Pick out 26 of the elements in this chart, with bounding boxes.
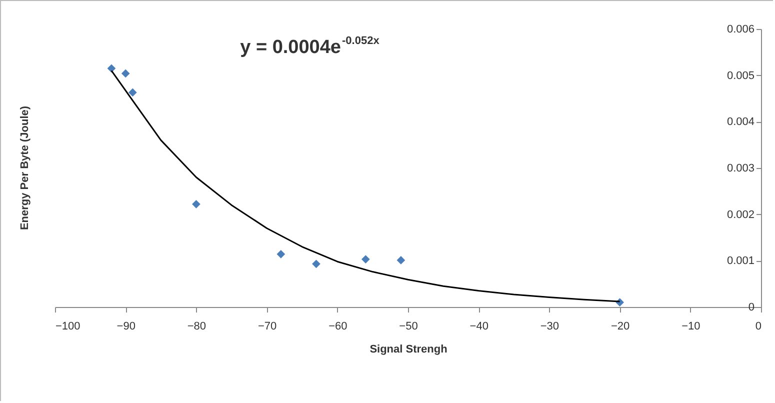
y-tick-label: 0.001 [726,255,754,268]
x-tick-label: −60 [328,320,348,332]
point [121,69,130,78]
x-tick-label: −80 [187,320,206,332]
y-axis-title: Energy Per Byte (Joule) [19,106,31,230]
x-tick-label: −50 [399,320,418,332]
point [128,88,137,97]
point [276,250,286,258]
y-tick-label: 0.006 [726,24,754,36]
x-tick-label: −10 [682,320,700,332]
y-tick-label: 0.003 [726,162,754,174]
x-axis-title: Signal Strengh [370,344,448,356]
x-tick-label: −70 [258,320,277,332]
point [107,64,116,73]
x-tick-label: −20 [610,320,630,332]
point [361,255,370,264]
y-tick-label: 0.004 [726,116,754,128]
point [396,256,406,264]
y-tick-label: 0.002 [726,208,754,221]
x-tick-label: −40 [470,320,488,332]
point [312,260,320,268]
x-tick-label: −30 [540,320,560,332]
y-tick-label: 0.005 [726,70,754,82]
point [192,200,200,208]
x-tick-label: −90 [116,320,136,332]
x-tick-label: −100 [56,320,80,332]
